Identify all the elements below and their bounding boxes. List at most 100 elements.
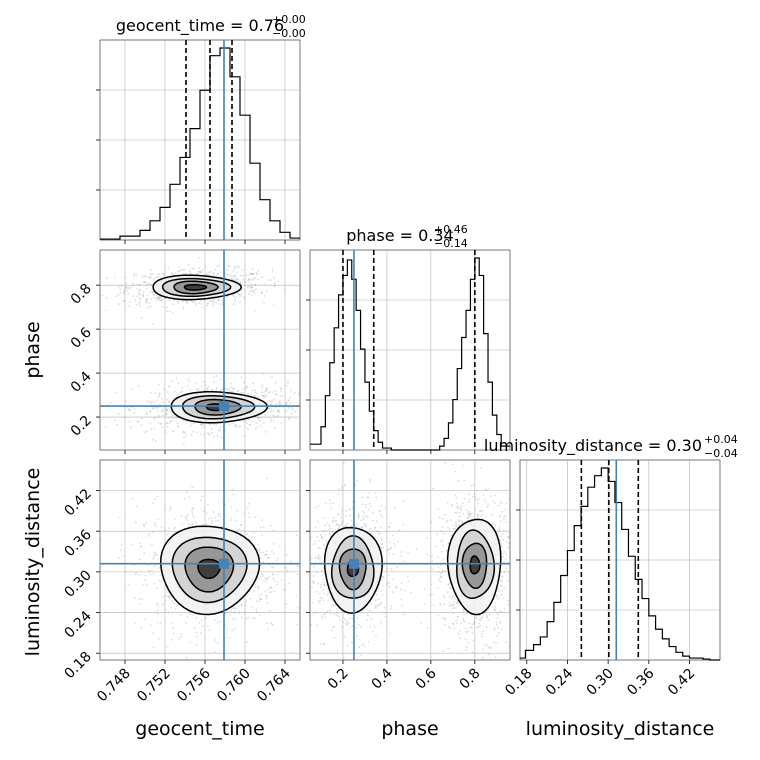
sample-point [159,299,162,301]
sample-point [193,516,195,518]
sample-point [187,263,190,266]
sample-point [431,555,433,558]
sample-point [215,374,218,377]
sample-point [254,283,257,286]
sample-point [142,295,145,298]
sample-point [316,624,318,627]
sample-point [508,542,510,545]
sample-point [162,388,165,390]
sample-point [339,619,341,622]
sample-point [230,506,233,509]
sample-point [185,300,187,302]
sample-point [173,299,175,302]
sample-point [386,582,389,585]
sample-point [219,302,222,305]
sample-point [436,533,439,536]
sample-point [335,520,338,522]
sample-point [206,432,209,434]
sample-point [123,291,125,294]
sample-point [287,418,290,421]
sample-point [444,462,447,465]
sample-point [251,420,254,422]
sample-point [151,406,154,409]
sample-point [231,671,233,673]
sample-point [494,656,497,658]
sample-point [211,431,214,434]
sample-point [149,269,152,271]
sample-point [152,278,155,281]
sample-point [456,599,459,602]
sample-point [82,404,84,406]
sample-point [191,486,194,488]
sample-point [270,403,273,406]
sample-point [269,591,272,594]
title-luminosity-distance-plus: +0.04 [704,433,738,446]
sample-point [166,645,169,648]
sample-point [231,618,234,621]
sample-point [509,582,510,585]
sample-point [343,618,346,620]
sample-point [336,493,339,496]
sample-point [168,596,170,599]
sample-point [329,499,331,501]
sample-point [478,618,481,621]
sample-point [317,600,320,603]
sample-point [483,498,486,501]
sample-point [256,426,259,429]
sample-point [465,649,468,652]
sample-point [264,394,267,396]
sample-point [303,279,305,281]
sample-point [343,461,345,464]
sample-point [249,538,252,541]
sample-point [238,293,241,296]
sample-point [315,611,318,614]
sample-point [407,551,409,554]
sample-point [400,598,403,601]
sample-point [209,270,212,273]
sample-point [145,284,148,287]
sample-point [441,571,443,574]
sample-point [374,634,377,637]
sample-point [159,296,162,299]
sample-point [248,418,251,421]
sample-point [153,565,156,568]
sample-point [140,317,143,320]
sample-point [481,635,483,638]
sample-point [355,479,358,482]
sample-point [324,612,327,615]
sample-point [207,302,210,305]
sample-point [289,560,292,563]
sample-point [138,293,140,296]
sample-point [323,517,325,520]
sample-point [518,551,520,553]
sample-point [154,392,157,395]
sample-point [480,515,483,518]
sample-point [397,540,399,543]
sample-point [148,305,151,308]
sample-point [212,669,214,671]
sample-point [437,508,440,510]
sample-point [212,300,214,303]
sample-point [443,603,445,606]
sample-point [228,636,231,639]
sample-point [492,641,495,644]
sample-point [148,401,151,404]
sample-point [203,616,206,619]
sample-point [265,594,268,597]
sample-point [181,522,184,525]
sample-point [370,618,372,620]
sample-point [164,529,167,532]
sample-point [477,498,480,500]
sample-point [179,613,182,616]
sample-point [447,526,450,529]
sample-point [337,525,340,528]
sample-point [242,274,245,277]
sample-point [345,622,347,625]
sample-point [382,575,385,578]
sample-point [328,524,331,527]
sample-point [450,598,453,600]
sample-point [310,594,312,597]
sample-point [145,412,148,415]
sample-point [364,522,367,525]
sample-point [229,614,231,616]
